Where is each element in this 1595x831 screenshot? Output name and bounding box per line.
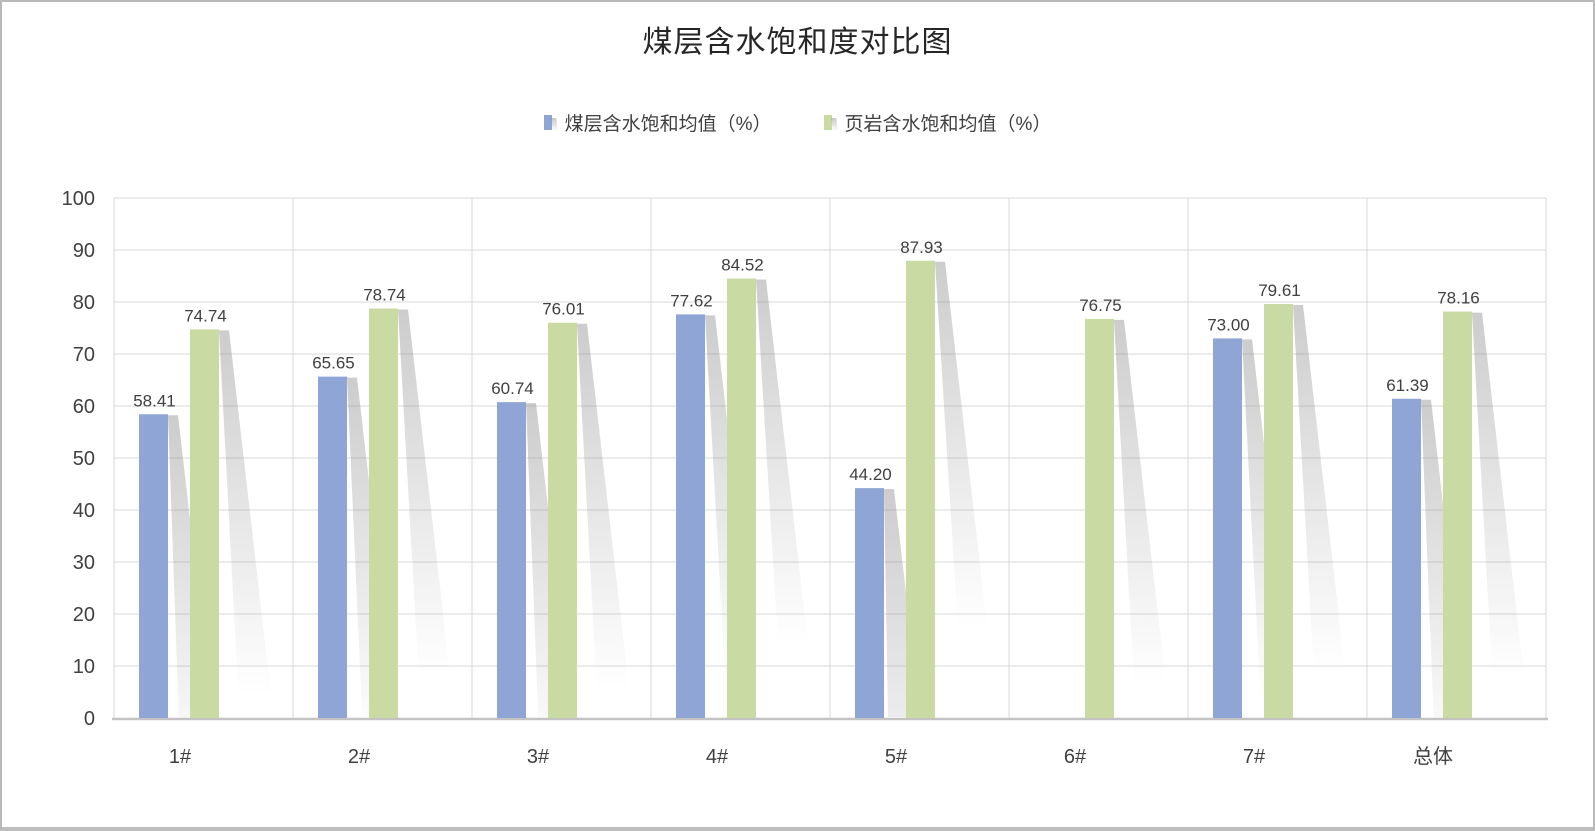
bar xyxy=(369,308,398,718)
y-axis-tick-label: 20 xyxy=(73,604,95,626)
data-label: 60.74 xyxy=(491,379,534,398)
data-label: 76.75 xyxy=(1079,296,1122,315)
legend-item-coal: 煤层含水饱和均值（%） xyxy=(543,109,772,136)
data-label: 77.62 xyxy=(670,291,713,310)
y-axis-tick-label: 30 xyxy=(73,552,95,574)
x-axis-category-label: 6# xyxy=(1064,746,1087,768)
bar xyxy=(1443,311,1472,718)
x-axis-category-label: 4# xyxy=(706,746,729,768)
y-axis-tick-label: 40 xyxy=(73,500,95,522)
legend-label-shale: 页岩含水饱和均值（%） xyxy=(844,114,1052,135)
data-label: 73.00 xyxy=(1207,315,1250,334)
y-axis-tick-label: 90 xyxy=(73,240,95,262)
bar xyxy=(855,488,884,718)
x-axis-category-label: 总体 xyxy=(1413,745,1453,768)
legend-item-shale: 页岩含水饱和均值（%） xyxy=(823,109,1052,136)
chart-title: 煤层含水饱和度对比图 xyxy=(642,26,953,59)
x-axis-category-label: 7# xyxy=(1243,746,1266,768)
x-axis-category-label: 1# xyxy=(169,746,192,768)
y-axis-tick-label: 80 xyxy=(73,292,95,314)
y-axis-tick-label: 0 xyxy=(84,708,95,730)
data-label: 58.41 xyxy=(133,391,176,410)
bar-shadow xyxy=(1114,319,1170,717)
data-label: 78.74 xyxy=(363,286,406,305)
legend: 煤层含水饱和均值（%） 页岩含水饱和均值（%） xyxy=(2,109,1593,136)
legend-label-coal: 煤层含水饱和均值（%） xyxy=(564,114,772,135)
bar xyxy=(1085,318,1114,718)
bar-shadow xyxy=(935,261,998,717)
bar xyxy=(1264,304,1293,718)
bar xyxy=(497,402,526,718)
data-label: 79.61 xyxy=(1258,281,1301,300)
y-axis-tick-label: 60 xyxy=(73,396,95,418)
data-label: 84.52 xyxy=(721,255,764,274)
legend-marker-coal-icon xyxy=(543,114,558,131)
data-label: 78.16 xyxy=(1437,289,1480,308)
bar-shadow xyxy=(1472,312,1529,717)
y-axis-tick-label: 70 xyxy=(73,344,95,366)
data-label: 87.93 xyxy=(900,238,943,257)
bar xyxy=(727,278,756,718)
bar xyxy=(676,314,705,718)
data-label: 65.65 xyxy=(312,354,355,373)
data-label: 61.39 xyxy=(1386,376,1429,395)
bar-shadow xyxy=(1293,305,1351,717)
bar xyxy=(139,414,168,718)
bar-shadow xyxy=(756,279,817,717)
bar xyxy=(906,260,935,718)
bar-shadow xyxy=(577,323,633,717)
y-axis-tick-label: 10 xyxy=(73,656,95,678)
legend-marker-shale-icon xyxy=(823,114,838,131)
bar xyxy=(1213,338,1242,718)
bar-shadow xyxy=(219,330,274,717)
bar xyxy=(548,322,577,718)
x-axis-category-label: 5# xyxy=(885,746,908,768)
x-axis-category-label: 2# xyxy=(348,746,371,768)
y-axis-tick-label: 100 xyxy=(62,188,95,210)
bar-shadow xyxy=(398,309,455,717)
bar xyxy=(1392,398,1421,718)
bar xyxy=(318,376,347,718)
y-axis-tick-label: 50 xyxy=(73,448,95,470)
data-label: 44.20 xyxy=(849,465,892,484)
bar xyxy=(190,329,219,718)
data-label: 74.74 xyxy=(184,306,227,325)
data-label: 76.01 xyxy=(542,300,585,319)
x-axis-category-label: 3# xyxy=(527,746,550,768)
